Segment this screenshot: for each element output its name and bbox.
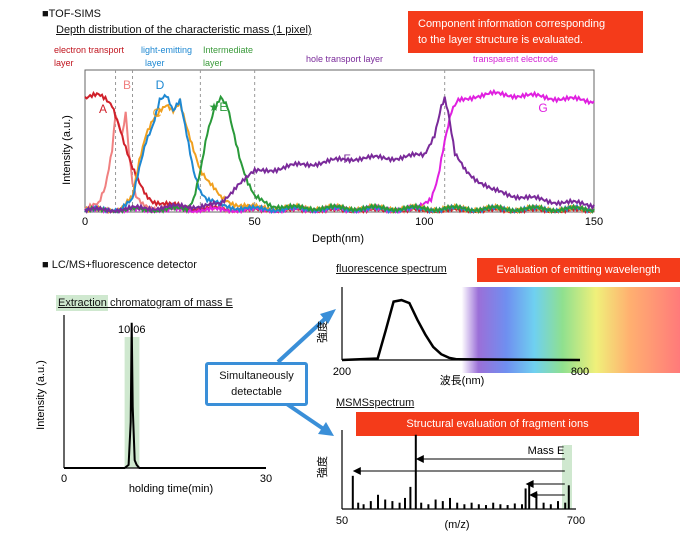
lc-trace xyxy=(64,322,266,469)
msms-x-tick-label: 50 xyxy=(336,515,348,527)
lc-section-title: ■ LC/MS+fluorescence detector xyxy=(42,259,197,271)
layer-label-line: Intermediate xyxy=(203,45,254,55)
tofsims-section-title: ■TOF-SIMS xyxy=(42,8,101,20)
tofsims-callout: Component information corresponding to t… xyxy=(408,11,643,53)
lc-x-tick-label: 30 xyxy=(260,473,272,485)
msms-x-axis-label: (m/z) xyxy=(444,519,469,531)
layer-label-line: light-emitting xyxy=(141,45,193,55)
arrow-up-line xyxy=(276,314,330,364)
detect-line-1: Simultaneously xyxy=(219,370,294,382)
depth-x-tick-label: 100 xyxy=(415,216,433,228)
lc-y-axis-label: Intensity (a.u.) xyxy=(35,360,47,430)
depth-plot-frame xyxy=(84,69,595,213)
arrow-down-head xyxy=(318,422,334,436)
msms-callout: Structural evaluation of fragment ions xyxy=(356,412,639,436)
peak-label-F: F xyxy=(343,152,350,166)
depth-x-axis-label: Depth(nm) xyxy=(312,233,364,245)
callout-line-2: to the layer structure is evaluated. xyxy=(418,34,584,46)
layer-label-hole-transport: hole transport layer xyxy=(306,54,384,64)
series-line-E xyxy=(85,94,595,215)
depth-profile-chart: Intensity (a.u.) Depth(nm) 0 50 100 150 A B CD… xyxy=(61,69,603,245)
fluor-x-axis-label: 波長(nm) xyxy=(440,374,485,387)
fluor-y-axis-label: 強度 xyxy=(315,321,329,343)
msms-y-axis-label: 強度 xyxy=(315,456,329,478)
layer-label-electron-transport: electron transport layer xyxy=(54,44,124,70)
fluor-x-tick-label: 200 xyxy=(333,366,351,378)
fluor-curve xyxy=(341,298,581,362)
lc-peak-label: 10.06 xyxy=(118,324,146,336)
fragment-arrow-head xyxy=(529,491,538,499)
layer-label-line: layer xyxy=(145,58,165,68)
fluor-callout: Evaluation of emitting wavelength xyxy=(477,258,680,282)
lc-chart-title: Extraction chromatogram of mass E xyxy=(58,297,233,309)
layer-label-line: layer xyxy=(54,58,74,68)
tofsims-subtitle: Depth distribution of the characteristic… xyxy=(56,24,312,36)
fragment-arrow-head xyxy=(352,467,361,475)
depth-x-tick-label: 0 xyxy=(82,216,88,228)
arrow-up-head xyxy=(320,309,336,324)
msms-title: MSMSspectrum xyxy=(336,397,415,409)
fragment-arrow-head xyxy=(415,455,424,463)
depth-x-tick-label: 50 xyxy=(249,216,261,228)
callout-line-1: Component information corresponding xyxy=(418,18,606,30)
fluorescence-chart: 強度 波長(nm) 200 800 xyxy=(315,287,680,387)
lc-title-highlight xyxy=(56,295,108,311)
peak-label-D: D xyxy=(156,78,165,92)
peak-label-E: ★E xyxy=(209,100,228,114)
layer-label-light-emitting: light-emitting layer xyxy=(141,44,192,70)
simultaneously-detectable-box: Simultaneously detectable xyxy=(205,362,308,406)
msms-x-tick-label: 700 xyxy=(567,515,585,527)
precursor-highlight xyxy=(562,445,572,509)
layer-label-line: electron transport xyxy=(54,45,125,55)
depth-y-axis-label: Intensity (a.u.) xyxy=(61,115,73,185)
detect-line-2: detectable xyxy=(231,386,282,398)
lc-x-axis-label: holding time(min) xyxy=(129,483,213,495)
layer-label-line: layer xyxy=(203,58,223,68)
layer-label-intermediate: Intermediate layer xyxy=(203,44,253,70)
mass-e-label: Mass E xyxy=(528,445,565,457)
peak-label-B: B xyxy=(123,78,131,92)
series-line-F xyxy=(84,96,595,215)
peak-label-G: G xyxy=(538,101,547,115)
depth-x-tick-label: 150 xyxy=(585,216,603,228)
fluor-x-tick-label: 800 xyxy=(571,366,589,378)
fluor-title: fluorescence spectrum xyxy=(336,263,447,275)
msms-chart: Mass E 強度 (m/z) 50 700 xyxy=(315,430,585,531)
fragment-arrow-head xyxy=(525,480,534,488)
layer-label-transparent-electrode: transparent electrode xyxy=(473,54,559,64)
lc-chromatogram-chart: Intensity (a.u.) holding time(min) 10.06… xyxy=(35,315,272,495)
peak-label-C: C xyxy=(153,106,162,120)
peak-label-A: A xyxy=(99,102,107,116)
lc-x-tick-label: 0 xyxy=(61,473,67,485)
